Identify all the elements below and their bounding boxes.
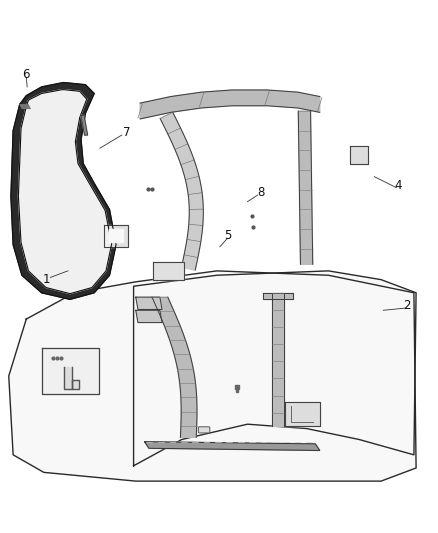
Text: 7: 7 bbox=[123, 126, 131, 140]
Text: 2: 2 bbox=[403, 300, 411, 312]
Polygon shape bbox=[81, 115, 88, 135]
Polygon shape bbox=[285, 402, 320, 426]
Text: 6: 6 bbox=[22, 68, 30, 81]
Polygon shape bbox=[152, 297, 197, 437]
Polygon shape bbox=[136, 297, 162, 310]
Polygon shape bbox=[18, 90, 112, 294]
Polygon shape bbox=[42, 348, 99, 393]
Polygon shape bbox=[11, 83, 116, 300]
Polygon shape bbox=[350, 146, 368, 164]
Polygon shape bbox=[109, 229, 123, 243]
Polygon shape bbox=[160, 112, 203, 270]
Polygon shape bbox=[140, 90, 320, 119]
FancyBboxPatch shape bbox=[198, 427, 210, 433]
Polygon shape bbox=[64, 367, 79, 389]
Polygon shape bbox=[263, 293, 293, 300]
Polygon shape bbox=[104, 225, 128, 247]
Polygon shape bbox=[298, 111, 313, 264]
Text: 8: 8 bbox=[257, 185, 264, 198]
Polygon shape bbox=[9, 271, 416, 481]
Text: 1: 1 bbox=[42, 273, 50, 286]
Text: 5: 5 bbox=[224, 229, 231, 243]
Polygon shape bbox=[272, 293, 284, 426]
Text: 4: 4 bbox=[395, 179, 403, 192]
Polygon shape bbox=[153, 262, 184, 280]
Polygon shape bbox=[145, 442, 320, 450]
Polygon shape bbox=[134, 271, 416, 466]
Polygon shape bbox=[136, 310, 162, 322]
